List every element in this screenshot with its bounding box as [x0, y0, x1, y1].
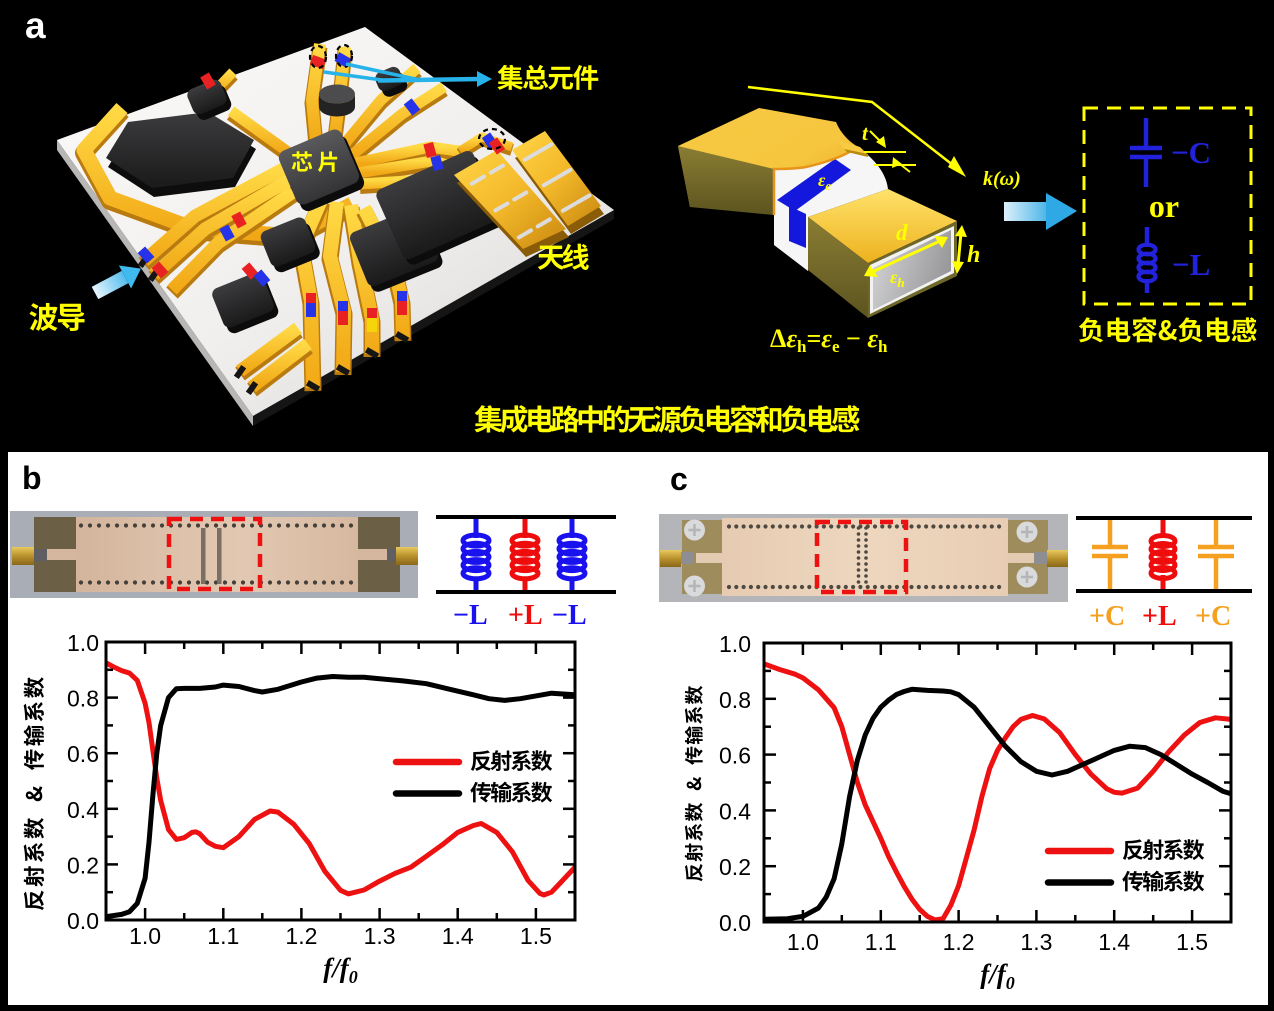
svg-text:−L: −L: [552, 600, 587, 631]
svg-text:+L: +L: [1142, 601, 1177, 632]
svg-text:0.0: 0.0: [67, 908, 99, 934]
svg-text:0.2: 0.2: [719, 854, 751, 880]
svg-text:1.3: 1.3: [1020, 929, 1052, 955]
svg-text:c: c: [670, 461, 688, 497]
svg-text:0.8: 0.8: [67, 686, 99, 712]
svg-text:d: d: [896, 220, 908, 245]
svg-text:+C: +C: [1195, 601, 1231, 632]
svg-text:1.5: 1.5: [1176, 929, 1208, 955]
svg-text:a: a: [25, 5, 46, 46]
svg-text:k(ω): k(ω): [983, 168, 1021, 190]
svg-text:0.6: 0.6: [67, 741, 99, 767]
svg-text:0.0: 0.0: [719, 910, 751, 936]
svg-text:0.4: 0.4: [67, 797, 99, 823]
svg-text:1.3: 1.3: [364, 923, 396, 949]
svg-text:0.2: 0.2: [67, 852, 99, 878]
svg-text:+L: +L: [508, 600, 543, 631]
svg-text:1.0: 1.0: [719, 631, 751, 657]
svg-text:or: or: [1149, 188, 1179, 224]
svg-text:1.1: 1.1: [207, 923, 239, 949]
svg-text:0.4: 0.4: [719, 798, 751, 824]
svg-text:1.4: 1.4: [1098, 929, 1130, 955]
svg-text:1.2: 1.2: [285, 923, 317, 949]
svg-text:1.2: 1.2: [943, 929, 975, 955]
svg-text:0.6: 0.6: [719, 743, 751, 769]
svg-text:0.8: 0.8: [719, 687, 751, 713]
svg-text:Δεh=εe − εh: Δεh=εe − εh: [770, 324, 888, 356]
svg-text:b: b: [22, 460, 42, 496]
svg-text:t: t: [862, 121, 869, 145]
svg-text:−L: −L: [1172, 247, 1210, 282]
svg-text:1.0: 1.0: [787, 929, 819, 955]
svg-text:1.4: 1.4: [442, 923, 474, 949]
svg-text:−C: −C: [1171, 135, 1211, 170]
svg-text:1.0: 1.0: [67, 630, 99, 656]
svg-text:h: h: [967, 242, 980, 268]
svg-text:+C: +C: [1089, 601, 1125, 632]
svg-text:1.5: 1.5: [520, 923, 552, 949]
svg-text:1.0: 1.0: [129, 923, 161, 949]
svg-text:1.1: 1.1: [865, 929, 897, 955]
svg-text:−L: −L: [453, 600, 488, 631]
